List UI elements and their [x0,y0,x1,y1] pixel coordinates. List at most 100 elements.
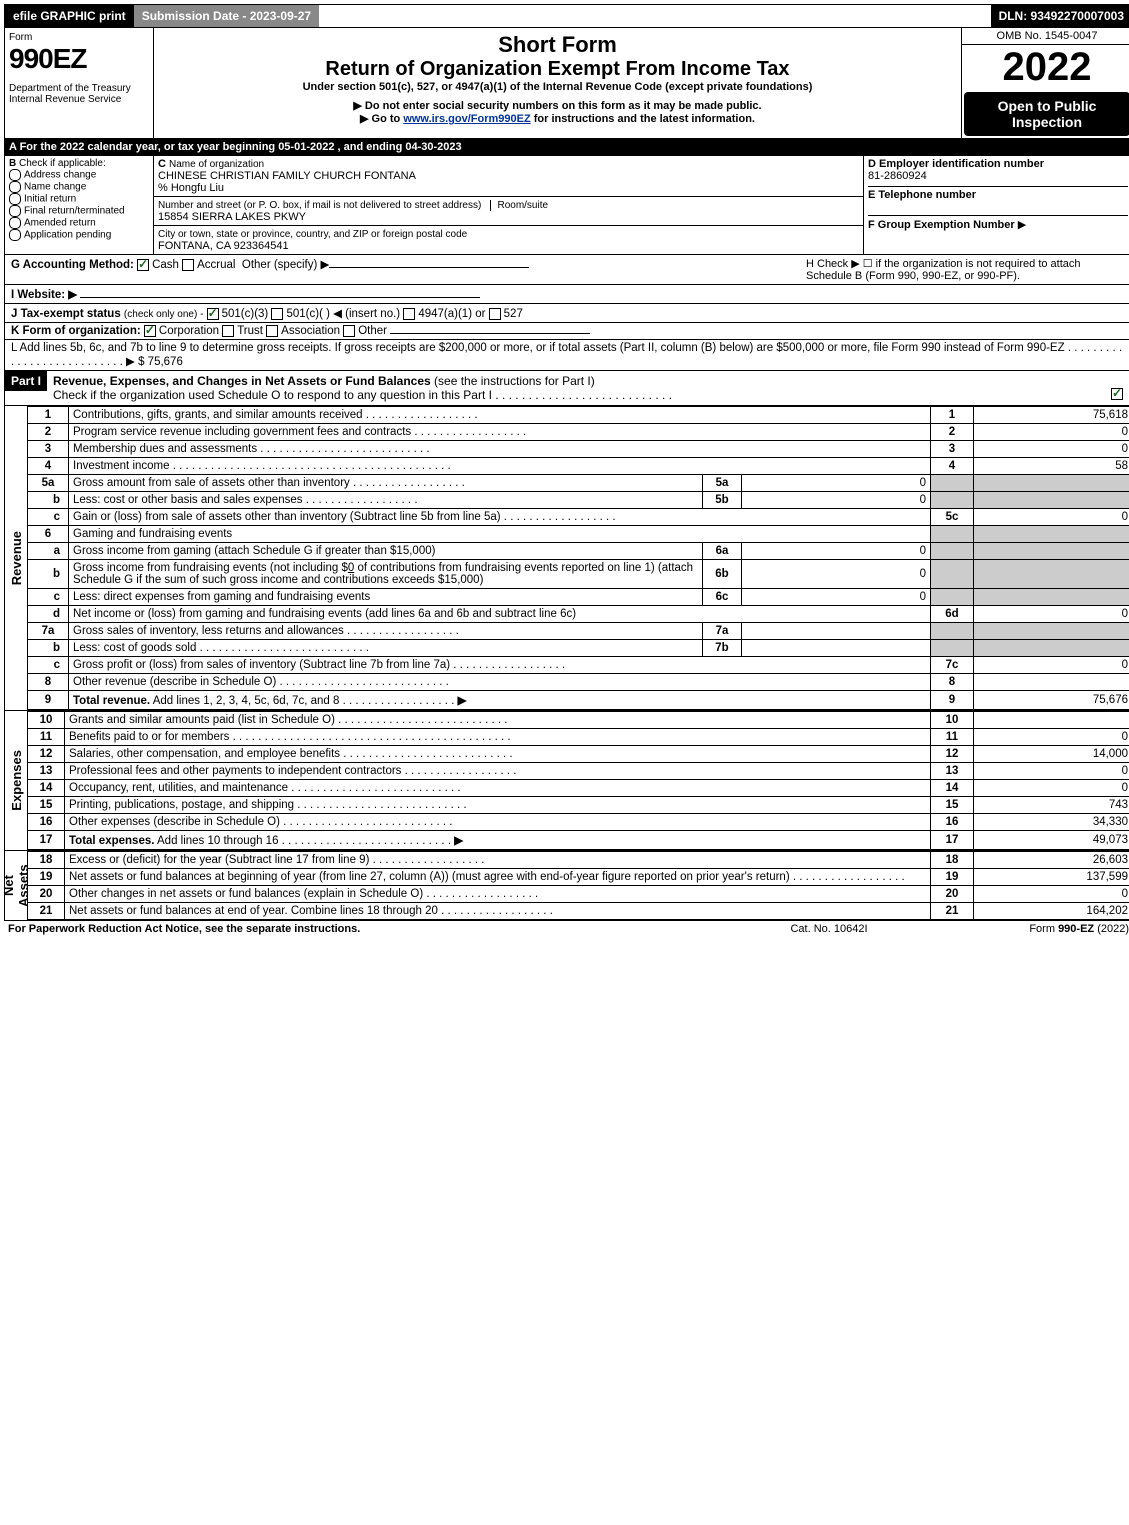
r6-desc: Gaming and fundraising events [73,528,232,540]
chk-final-return[interactable] [9,205,21,217]
l-text: L Add lines 5b, 6c, and 7b to line 9 to … [11,342,1065,354]
chk-trust[interactable] [222,325,234,337]
line-g-h: G Accounting Method: Cash Accrual Other … [4,255,1129,285]
r14-desc: Occupancy, rent, utilities, and maintena… [69,782,288,794]
note-ssn: ▶ Do not enter social security numbers o… [158,99,957,112]
r6c-val: 0 [742,589,931,606]
dln-label: DLN: 93492270007003 [991,5,1129,27]
ein-value: 81-2860924 [868,170,927,182]
chk-527[interactable] [489,308,501,320]
chk-application-pending[interactable] [9,229,21,241]
part1-label: Part I [5,371,47,391]
omb-number: OMB No. 1545-0047 [962,28,1129,45]
chk-schedule-o[interactable] [1111,388,1123,400]
r6d-desc: Net income or (loss) from gaming and fun… [73,608,576,620]
j-sub: (check only one) - [124,309,203,320]
g-accrual: Accrual [197,259,235,271]
irs-link[interactable]: www.irs.gov/Form990EZ [403,113,530,125]
chk-association[interactable] [266,325,278,337]
revenue-vlabel: Revenue [7,527,26,589]
open-public-badge: Open to Public Inspection [964,92,1129,136]
note-link: ▶ Go to www.irs.gov/Form990EZ for instru… [158,112,957,125]
g-other-blank[interactable] [329,267,529,268]
r9-val: 75,676 [974,691,1129,710]
r3-desc: Membership dues and assessments [73,443,257,455]
r15-desc: Printing, publications, postage, and shi… [69,799,294,811]
col-c: C Name of organization CHINESE CHRISTIAN… [154,156,863,254]
opt-initial-return: Initial return [24,194,76,205]
chk-other-org[interactable] [343,325,355,337]
table-row: 1Contributions, gifts, grants, and simil… [28,407,1129,424]
table-row: 6Gaming and fundraising events [28,526,1129,543]
r6a-desc: Gross income from gaming (attach Schedul… [73,545,435,557]
table-row: 17Total expenses. Add lines 10 through 1… [28,831,1129,850]
opt-address-change: Address change [24,170,96,181]
r13-val: 0 [974,763,1129,780]
r8-val [974,674,1129,691]
part1-sub: (see the instructions for Part I) [434,374,595,388]
table-row: 3Membership dues and assessments30 [28,441,1129,458]
r5a-val: 0 [742,475,931,492]
org-name: CHINESE CHRISTIAN FAMILY CHURCH FONTANA [158,170,416,182]
room-label: Room/suite [490,200,548,211]
r10-desc: Grants and similar amounts paid (list in… [69,714,335,726]
k-other-blank[interactable] [390,333,590,334]
footer-form-num: 990-EZ [1058,923,1094,935]
chk-501c3[interactable] [207,308,219,320]
efile-label[interactable]: efile GRAPHIC print [5,5,134,27]
chk-accrual[interactable] [182,259,194,271]
line-k: K Form of organization: Corporation Trus… [4,323,1129,340]
revenue-section: Revenue 1Contributions, gifts, grants, a… [4,406,1129,711]
line-j: J Tax-exempt status (check only one) - 5… [4,304,1129,323]
f-label: F Group Exemption Number [868,219,1015,231]
netassets-vlabel: Net Assets [0,851,33,920]
chk-corporation[interactable] [144,325,156,337]
e-label: E Telephone number [868,189,976,201]
c-name-label: Name of organization [169,159,264,170]
g-other: Other (specify) ▶ [242,259,329,271]
part1-dots [495,388,672,402]
table-row: 21Net assets or fund balances at end of … [28,903,1129,920]
chk-501c[interactable] [271,308,283,320]
table-row: bLess: cost of goods sold7b [28,640,1129,657]
expenses-table: 10Grants and similar amounts paid (list … [28,711,1129,850]
line-h: H Check ▶ ☐ if the organization is not r… [806,257,1126,282]
expenses-vlabel: Expenses [7,746,26,815]
chk-address-change[interactable] [9,169,21,181]
netassets-table: 18Excess or (deficit) for the year (Subt… [28,851,1129,920]
table-row: 4Investment income458 [28,458,1129,475]
r20-desc: Other changes in net assets or fund bala… [69,888,423,900]
table-row: 18Excess or (deficit) for the year (Subt… [28,852,1129,869]
r2-desc: Program service revenue including govern… [73,426,411,438]
chk-4947[interactable] [403,308,415,320]
chk-cash[interactable] [137,259,149,271]
care-of: % Hongfu Liu [158,182,224,194]
r10-val [974,712,1129,729]
r19-desc: Net assets or fund balances at beginning… [69,871,790,883]
table-row: dNet income or (loss) from gaming and fu… [28,606,1129,623]
r6c-desc: Less: direct expenses from gaming and fu… [73,591,370,603]
chk-initial-return[interactable] [9,193,21,205]
netassets-section: Net Assets 18Excess or (deficit) for the… [4,851,1129,921]
r5b-val: 0 [742,492,931,509]
table-row: 7aGross sales of inventory, less returns… [28,623,1129,640]
table-row: bLess: cost or other basis and sales exp… [28,492,1129,509]
r21-desc: Net assets or fund balances at end of ye… [69,905,438,917]
addr-label: Number and street (or P. O. box, if mail… [158,200,481,211]
g-label: G Accounting Method: [11,259,134,271]
chk-name-change[interactable] [9,181,21,193]
r4-val: 58 [974,458,1129,475]
r5c-val: 0 [974,509,1129,526]
chk-amended-return[interactable] [9,217,21,229]
website-blank[interactable] [80,297,480,298]
r6b-val: 0 [742,560,931,589]
table-row: 9Total revenue. Total revenue. Add lines… [28,691,1129,710]
r16-desc: Other expenses (describe in Schedule O) [69,816,280,828]
form-title-1: Short Form [158,32,957,58]
j-501c: 501(c)( ) ◀ (insert no.) [286,308,400,320]
footer-form-post: (2022) [1097,923,1129,935]
street-address: 15854 SIERRA LAKES PKWY [158,211,306,223]
k-corp: Corporation [159,325,219,337]
table-row: 8Other revenue (describe in Schedule O)8 [28,674,1129,691]
j-501c3: 501(c)(3) [222,308,269,320]
